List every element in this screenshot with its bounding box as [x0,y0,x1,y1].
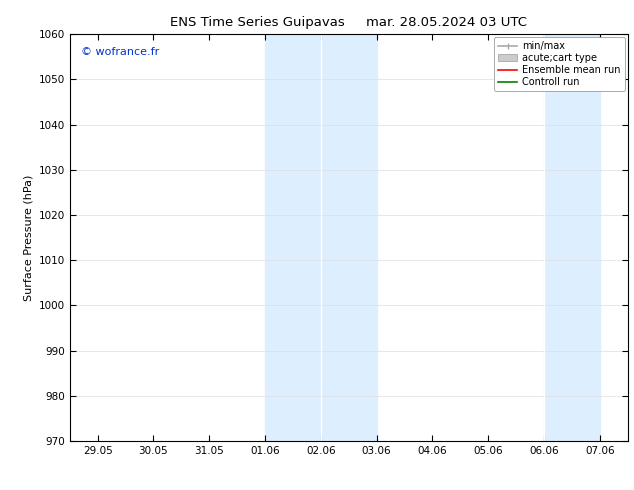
Text: © wofrance.fr: © wofrance.fr [81,47,159,56]
Title: ENS Time Series Guipavas     mar. 28.05.2024 03 UTC: ENS Time Series Guipavas mar. 28.05.2024… [170,16,527,29]
Legend: min/max, acute;cart type, Ensemble mean run, Controll run: min/max, acute;cart type, Ensemble mean … [494,37,624,91]
Bar [544,34,600,441]
Bar [265,34,377,441]
Y-axis label: Surface Pressure (hPa): Surface Pressure (hPa) [23,174,33,301]
